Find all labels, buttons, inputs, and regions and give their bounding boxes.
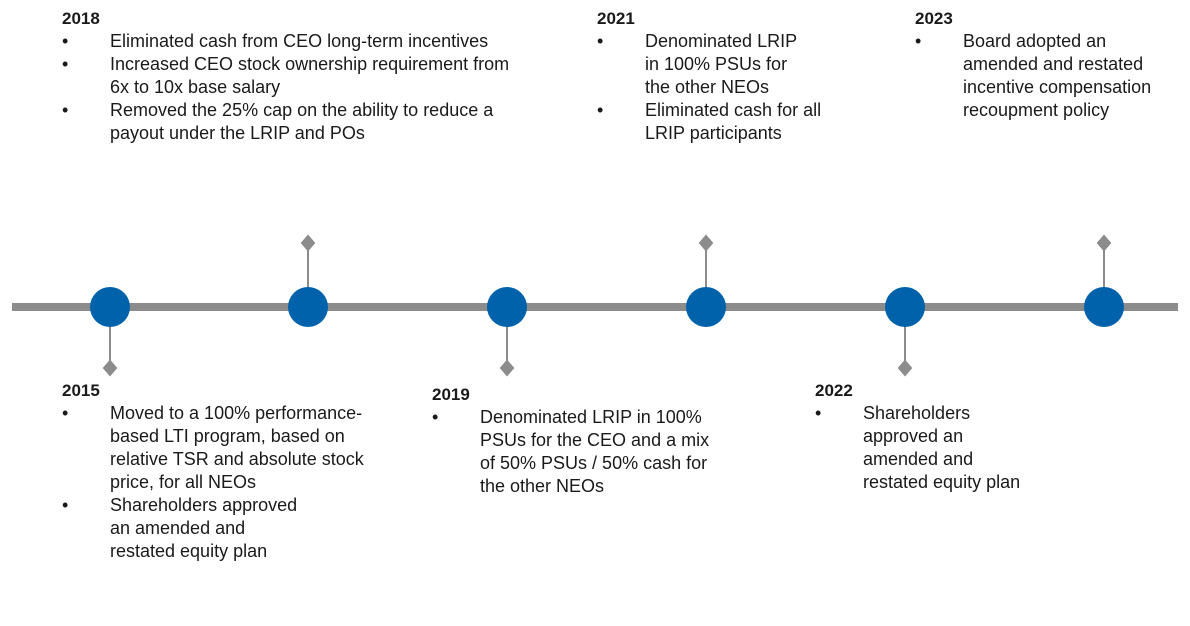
event-bullet: Denominated LRIP in 100% PSUs for the CE…: [432, 406, 725, 498]
event-bullet: Shareholders approved an amended and res…: [815, 402, 1043, 494]
event: 2018 Eliminated cash from CEO long-term i…: [62, 8, 510, 145]
event-year: 2021: [597, 9, 635, 28]
event: 2023 Board adopted an amended and restate…: [915, 8, 1163, 122]
event-bullet: Increased CEO stock ownership requiremen…: [62, 53, 510, 99]
event-bullet: Board adopted an amended and restated in…: [915, 30, 1163, 122]
event-year: 2022: [815, 381, 853, 400]
timeline-bar: [12, 303, 1178, 311]
event-bullet: Eliminated cash for all LRIP participant…: [597, 99, 860, 145]
connectors: [102, 234, 1112, 377]
event-bullet: Eliminated cash from CEO long-term incen…: [62, 30, 510, 53]
event-bullet: Denominated LRIP in 100% PSUs for the ot…: [597, 30, 805, 99]
event-year: 2023: [915, 9, 953, 28]
event-year: 2018: [62, 9, 100, 28]
event: 2022 Shareholders approved an amended and…: [815, 380, 1043, 494]
event-year: 2015: [62, 381, 100, 400]
event-bullet: Moved to a 100% performance-based LTI pr…: [62, 402, 380, 494]
event-bullet: Shareholders approved an amended and res…: [62, 494, 315, 563]
event-year: 2019: [432, 385, 470, 404]
event: 2019 Denominated LRIP in 100% PSUs for th…: [432, 384, 725, 498]
event-bullet: Removed the 25% cap on the ability to re…: [62, 99, 510, 145]
milestones: [90, 287, 1124, 327]
event: 2015 Moved to a 100% performance-based LT…: [62, 380, 380, 563]
event: 2021 Denominated LRIP in 100% PSUs for th…: [597, 8, 860, 145]
